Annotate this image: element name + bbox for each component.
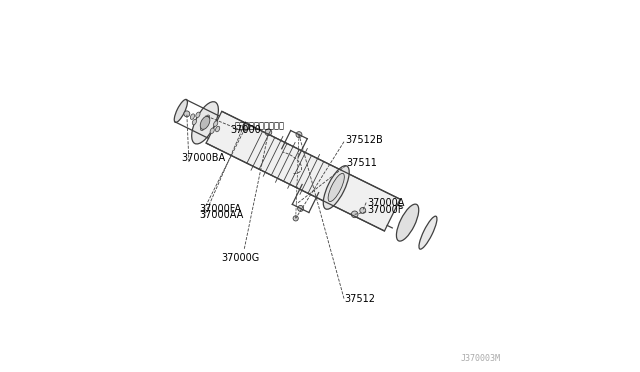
Ellipse shape	[419, 216, 437, 249]
Polygon shape	[206, 111, 400, 231]
Text: 37000G: 37000G	[221, 253, 260, 263]
Circle shape	[243, 124, 249, 130]
Text: 37512: 37512	[344, 294, 375, 304]
Ellipse shape	[216, 126, 220, 132]
Text: 37000: 37000	[231, 125, 262, 135]
Ellipse shape	[174, 99, 188, 122]
Text: J370003M: J370003M	[461, 354, 501, 363]
Text: 37000F: 37000F	[367, 205, 404, 215]
Ellipse shape	[200, 116, 210, 129]
Circle shape	[265, 129, 272, 136]
Text: 37511: 37511	[347, 158, 378, 168]
Ellipse shape	[190, 114, 195, 119]
Ellipse shape	[396, 204, 419, 241]
Ellipse shape	[210, 128, 214, 134]
Circle shape	[298, 205, 303, 211]
Ellipse shape	[214, 121, 218, 126]
Ellipse shape	[192, 102, 218, 144]
Ellipse shape	[192, 119, 196, 125]
Text: 37000AA: 37000AA	[199, 210, 243, 220]
Circle shape	[293, 216, 298, 221]
Ellipse shape	[200, 125, 205, 131]
Ellipse shape	[323, 166, 349, 209]
Text: 37000BA: 37000BA	[182, 153, 226, 163]
Ellipse shape	[196, 112, 200, 118]
Text: 37000FA: 37000FA	[199, 204, 241, 214]
Text: （構成部品は非販売）: （構成部品は非販売）	[235, 121, 285, 130]
Circle shape	[360, 208, 365, 214]
Ellipse shape	[205, 115, 210, 121]
Circle shape	[351, 211, 358, 218]
Text: 37512B: 37512B	[345, 135, 383, 145]
Text: 37000A: 37000A	[367, 198, 404, 208]
Circle shape	[296, 132, 302, 138]
Ellipse shape	[328, 173, 344, 202]
Circle shape	[184, 111, 190, 117]
